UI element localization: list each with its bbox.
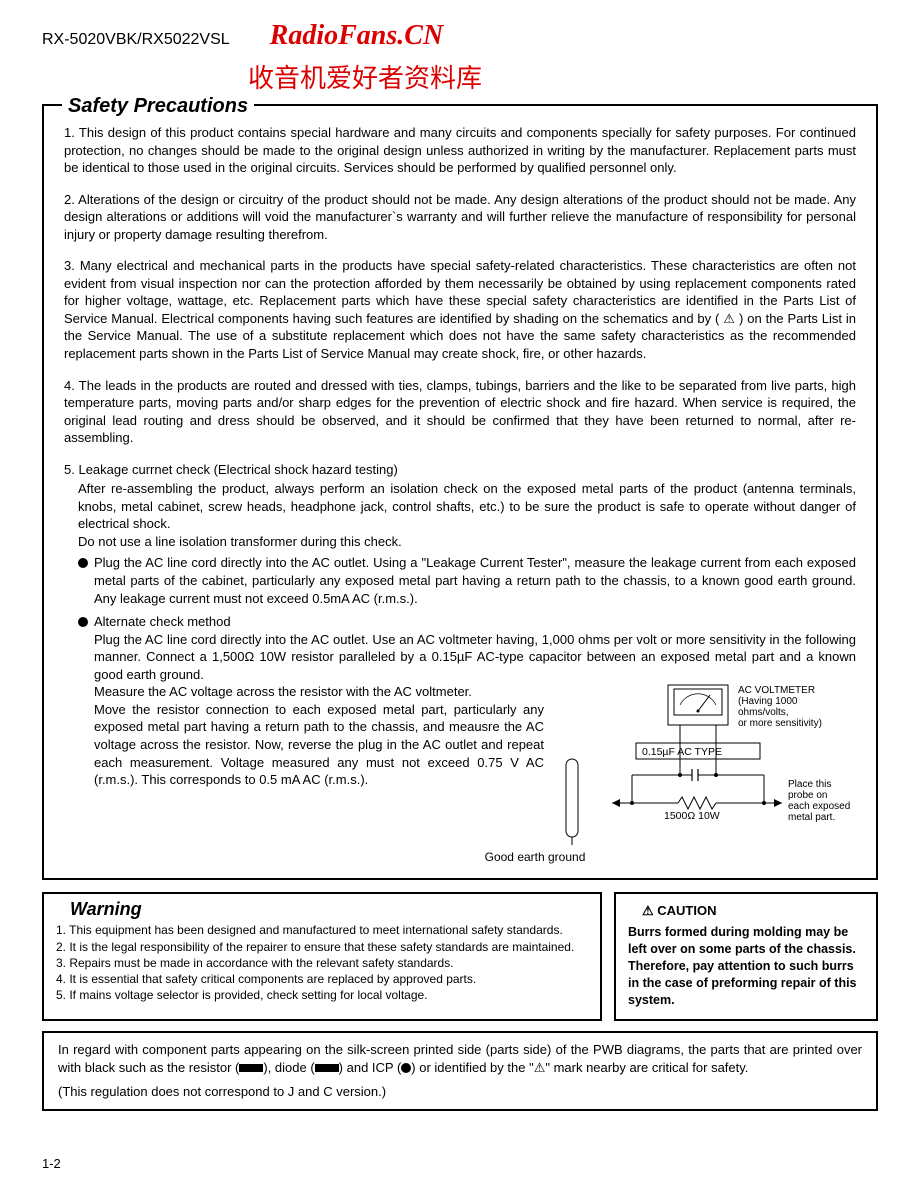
precaution-1: 1. This design of this product contains …: [64, 124, 856, 177]
precaution-num: 1.: [64, 125, 75, 140]
sub-text: Alternate check method Plug the AC line …: [94, 613, 856, 848]
radiofans-logo: RadioFans.CN: [270, 20, 444, 52]
bottom-text: ), diode (: [263, 1060, 314, 1075]
alternate-title: Alternate check method: [94, 613, 856, 631]
warning-box: Warning 1. This equipment has been desig…: [42, 892, 602, 1020]
circuit-diagram: AC VOLTMETER (Having 1000 ohms/volts, or…: [556, 683, 856, 848]
warning-item: 1. This equipment has been designed and …: [56, 922, 588, 938]
caution-text: Burrs formed during molding may be left …: [628, 924, 864, 1008]
svg-text:ohms/volts,: ohms/volts,: [738, 707, 789, 718]
bullet-icon: [78, 558, 88, 568]
svg-text:0.15µF AC TYPE: 0.15µF AC TYPE: [642, 746, 722, 758]
precaution-text: Alterations of the design or circuitry o…: [64, 192, 856, 242]
bottom-para2: (This regulation does not correspond to …: [58, 1083, 862, 1101]
bottom-text: ) or identified by the "⚠" mark nearby a…: [411, 1060, 748, 1075]
sub-item-1: Plug the AC line cord directly into the …: [78, 554, 856, 607]
precaution-num: 5.: [64, 462, 75, 477]
page-number: 1-2: [42, 1156, 61, 1171]
bullet-icon: [78, 617, 88, 627]
precaution-text: The leads in the products are routed and…: [64, 378, 856, 446]
precaution-5: 5. Leakage currnet check (Electrical sho…: [64, 461, 856, 479]
warning-item: 3. Repairs must be made in accordance wi…: [56, 955, 588, 971]
precaution-2: 2. Alterations of the design or circuitr…: [64, 191, 856, 244]
diode-icon: [315, 1064, 339, 1072]
warning-title: Warning: [64, 899, 148, 920]
good-earth-label: Good earth ground: [214, 850, 856, 864]
bottom-box: In regard with component parts appearing…: [42, 1031, 878, 1112]
svg-text:or more sensitivity): or more sensitivity): [738, 718, 822, 729]
svg-text:1500Ω 10W: 1500Ω 10W: [664, 810, 720, 822]
precaution-3: 3. Many electrical and mechanical parts …: [64, 257, 856, 362]
svg-text:(Having 1000: (Having 1000: [738, 696, 798, 707]
warning-list: 1. This equipment has been designed and …: [56, 922, 588, 1003]
precaution-4: 4. The leads in the products are routed …: [64, 377, 856, 447]
icp-icon: [401, 1063, 411, 1073]
alternate-para1: Plug the AC line cord directly into the …: [94, 631, 856, 684]
model-number: RX-5020VBK/RX5022VSL: [42, 31, 230, 49]
caution-box: ⚠ CAUTION Burrs formed during molding ma…: [614, 892, 878, 1020]
chinese-subtitle: 收音机爱好者资料库: [248, 58, 878, 95]
precaution-text: This design of this product contains spe…: [64, 125, 856, 175]
precaution-text: Many electrical and mechanical parts in …: [64, 258, 856, 361]
warning-item: 2. It is the legal responsibility of the…: [56, 939, 588, 955]
svg-text:metal part.: metal part.: [788, 812, 835, 823]
precaution-text: Leakage currnet check (Electrical shock …: [78, 462, 397, 477]
resistor-icon: [239, 1064, 263, 1072]
precaution-num: 2.: [64, 192, 75, 207]
svg-text:AC VOLTMETER: AC VOLTMETER: [738, 685, 815, 696]
precaution-num: 4.: [64, 378, 75, 393]
bottom-text: ) and ICP (: [339, 1060, 402, 1075]
safety-precautions-box: 1. This design of this product contains …: [42, 104, 878, 880]
warning-item: 4. It is essential that safety critical …: [56, 971, 588, 987]
sub-item-2: Alternate check method Plug the AC line …: [78, 613, 856, 848]
svg-text:each exposed: each exposed: [788, 801, 850, 812]
svg-text:probe on: probe on: [788, 790, 827, 801]
safety-precautions-title: Safety Precautions: [62, 95, 254, 118]
precaution-num: 3.: [64, 258, 75, 273]
bottom-para1: In regard with component parts appearing…: [58, 1041, 862, 1077]
precaution-5-para: After re-assembling the product, always …: [78, 480, 856, 550]
svg-text:Place this: Place this: [788, 779, 831, 790]
caution-title: ⚠ CAUTION: [636, 903, 722, 919]
sub-text: Plug the AC line cord directly into the …: [94, 554, 856, 607]
alternate-para2: Measure the AC voltage across the resist…: [94, 683, 544, 848]
warning-item: 5. If mains voltage selector is provided…: [56, 987, 588, 1003]
